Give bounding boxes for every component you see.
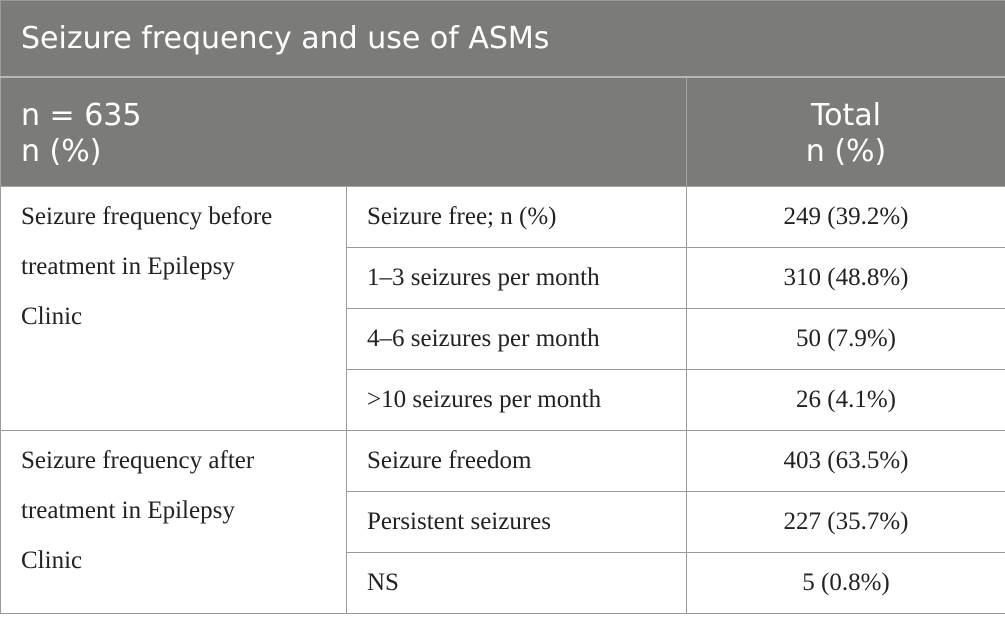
header-sample-size: n = 635 n (%) [0, 76, 687, 187]
table-header-row: n = 635 n (%) Total n (%) [0, 76, 1005, 187]
group-label-line: treatment in Epilepsy [21, 497, 235, 524]
category-cell: Seizure freedom [346, 430, 687, 492]
category-cell: NS [346, 552, 687, 614]
header-n-label: n = 635 [21, 97, 142, 133]
table-row: NS 5 (0.8%) [1, 552, 1005, 614]
table-title: Seizure frequency and use of ASMs [0, 0, 1005, 78]
category-cell: >10 seizures per month [346, 369, 687, 431]
total-cell: 227 (35.7%) [686, 491, 1005, 553]
group-label-line: Seizure frequency after [21, 447, 255, 474]
total-cell: 310 (48.8%) [686, 247, 1005, 309]
group-label-before: Seizure frequency before treatment in Ep… [0, 186, 347, 431]
category-cell: 4–6 seizures per month [346, 308, 687, 370]
group-label-line: Clinic [21, 303, 83, 330]
group-label-line: treatment in Epilepsy [21, 253, 235, 280]
total-cell: 50 (7.9%) [686, 308, 1005, 370]
group-label-after: Seizure frequency after treatment in Epi… [0, 430, 347, 614]
header-total-unit: n (%) [805, 133, 887, 169]
total-cell: 249 (39.2%) [686, 186, 1005, 248]
header-total: Total n (%) [686, 76, 1005, 187]
data-table: Seizure frequency and use of ASMs n = 63… [0, 0, 1005, 614]
category-cell: 1–3 seizures per month [346, 247, 687, 309]
total-cell: 26 (4.1%) [686, 369, 1005, 431]
category-cell: Seizure free; n (%) [346, 186, 687, 248]
header-percent-label: n (%) [21, 133, 102, 169]
category-cell: Persistent seizures [346, 491, 687, 553]
table-row: Seizure frequency before treatment in Ep… [0, 186, 1005, 431]
table-title-row: Seizure frequency and use of ASMs [0, 0, 1005, 78]
group-label-line: Clinic [21, 547, 83, 574]
total-cell: 5 (0.8%) [686, 552, 1005, 614]
table-row: Seizure frequency after treatment in Epi… [0, 430, 1005, 614]
header-total-label: Total [810, 97, 882, 133]
total-cell: 403 (63.5%) [686, 430, 1005, 492]
group-label-line: Seizure frequency before [21, 203, 273, 230]
table-row: 1–3 seizures per month 310 (48.8%) [1, 247, 1005, 309]
